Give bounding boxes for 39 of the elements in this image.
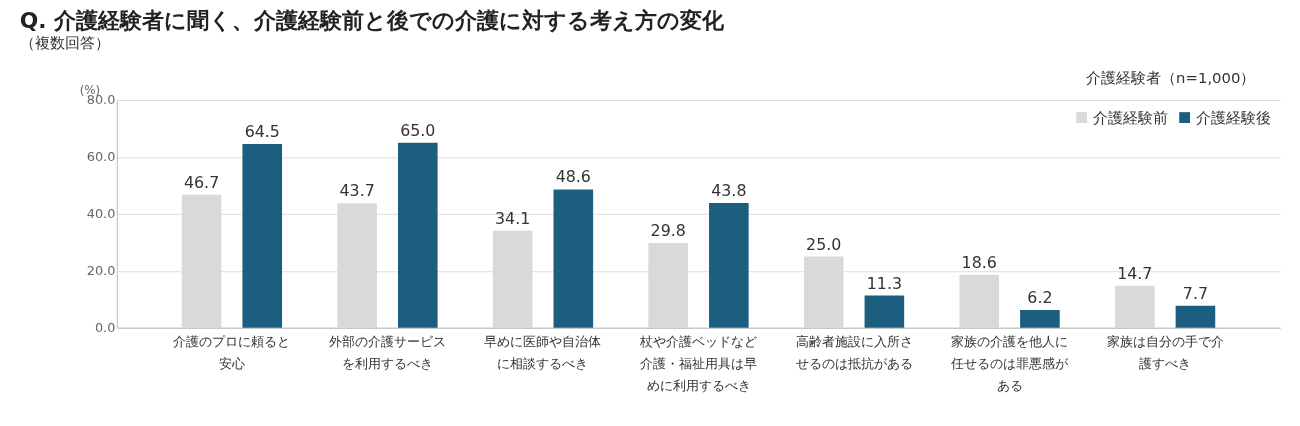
y-tick-label: 40.0 bbox=[86, 206, 116, 222]
text: 65.0 bbox=[400, 120, 436, 140]
text: 18.6 bbox=[961, 252, 997, 272]
bar bbox=[553, 189, 594, 328]
y-tick-label: 0.0 bbox=[94, 320, 116, 336]
chart-title: Q. 介護経験者に聞く、介護経験前と後での介護に対する考え方の変化 bbox=[19, 7, 726, 33]
text: 6.2 bbox=[1027, 288, 1053, 308]
x-tick-label: 家族は自分の手で介護すべき bbox=[1106, 334, 1224, 371]
bar bbox=[1020, 310, 1060, 328]
text: 46.7 bbox=[183, 172, 220, 192]
x-tick-label: 介護のプロに頼ると安心 bbox=[173, 334, 291, 371]
x-tick-label: 家族の介護を他人に任せるのは罪悪感がある bbox=[950, 334, 1070, 393]
bar bbox=[242, 144, 283, 328]
text: 25.0 bbox=[806, 234, 842, 254]
text: 64.5 bbox=[244, 122, 280, 142]
bar bbox=[959, 274, 1000, 328]
bar bbox=[1175, 305, 1216, 328]
bar bbox=[397, 142, 438, 328]
legend-label: 介護経験後 bbox=[1196, 108, 1272, 127]
text: 43.8 bbox=[711, 181, 747, 201]
text: 7.7 bbox=[1182, 283, 1209, 303]
y-tick-label: 20.0 bbox=[86, 263, 116, 279]
x-tick-label: 高齢者施設に入所させるのは抵抗がある bbox=[795, 334, 913, 371]
x-tick-label: 杖や介護ベッドなど介護・福祉用具は早めに利用するべき bbox=[639, 334, 758, 393]
text: 11.3 bbox=[866, 273, 902, 293]
chart-subtitle: （複数回答） bbox=[19, 33, 110, 52]
text: 介護経験者（n=1,000） bbox=[1086, 69, 1256, 88]
bar bbox=[709, 203, 749, 328]
text: 43.7 bbox=[339, 181, 375, 201]
y-tick-label: 60.0 bbox=[86, 149, 116, 165]
bar bbox=[864, 295, 905, 328]
x-tick-label: 外部の介護サービスを利用するべき bbox=[328, 334, 446, 371]
x-tick-label: 早めに医師や自治体に相談するべき bbox=[484, 334, 602, 371]
legend-label: 介護経験前 bbox=[1093, 108, 1169, 127]
bar bbox=[1114, 285, 1155, 328]
text: 48.6 bbox=[555, 167, 591, 187]
text: 34.1 bbox=[495, 208, 531, 228]
text: 14.7 bbox=[1117, 263, 1153, 283]
text: 29.8 bbox=[650, 220, 686, 240]
